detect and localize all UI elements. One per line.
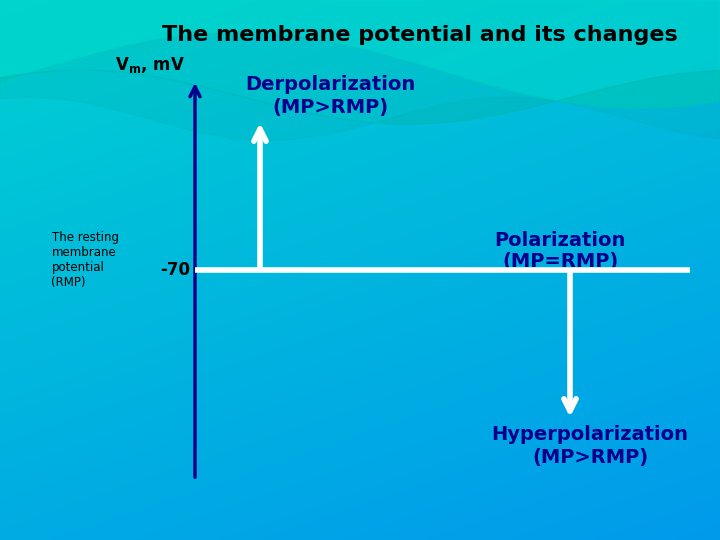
Text: Hyperpolarization: Hyperpolarization [492, 426, 688, 444]
Text: Derpolarization: Derpolarization [245, 76, 415, 94]
Text: Polarization: Polarization [495, 231, 626, 249]
Text: The membrane potential and its changes: The membrane potential and its changes [162, 25, 678, 45]
Text: (MP=RMP): (MP=RMP) [502, 253, 618, 272]
Text: (MP>RMP): (MP>RMP) [272, 98, 388, 118]
Text: (MP>RMP): (MP>RMP) [532, 448, 648, 467]
Text: -70: -70 [160, 261, 190, 279]
Text: The resting
membrane
potential
(RMP): The resting membrane potential (RMP) [52, 231, 119, 289]
Text: $\mathbf{V_m}$, mV: $\mathbf{V_m}$, mV [115, 55, 185, 75]
